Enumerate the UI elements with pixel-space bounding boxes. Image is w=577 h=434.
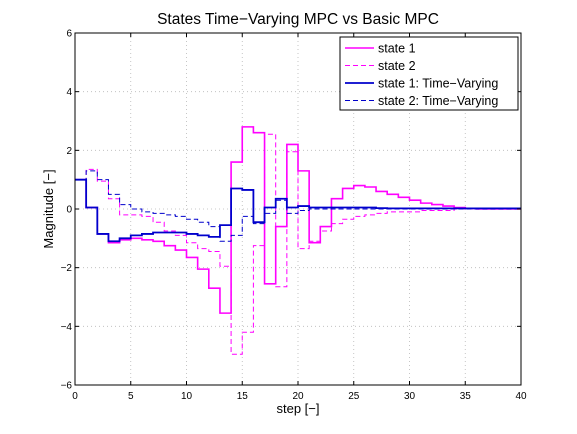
x-tick-label: 25 <box>348 391 360 402</box>
series-layer <box>75 126 521 355</box>
legend-label-4: state 2: Time−Varying <box>378 94 498 108</box>
y-tick-label: 2 <box>66 146 72 157</box>
x-axis-label: step [−] <box>277 401 320 416</box>
legend-label-3: state 1: Time−Varying <box>378 77 498 91</box>
x-tick-label: 15 <box>237 391 249 402</box>
y-tick-label: −6 <box>61 381 73 392</box>
series-line-2 <box>75 133 521 355</box>
axis-ticks <box>74 32 522 386</box>
x-tick-label: 20 <box>292 391 304 402</box>
y-tick-label: −2 <box>61 263 73 274</box>
legend-label-1: state 1 <box>378 42 416 56</box>
x-tick-label: 0 <box>72 391 78 402</box>
x-tick-label: 10 <box>181 391 193 402</box>
y-axis-label: Magnitude [−] <box>41 169 56 248</box>
y-tick-labels: −6 −4 −2 0 2 4 6 <box>61 29 73 392</box>
x-tick-label: 5 <box>128 391 134 402</box>
x-tick-label: 35 <box>460 391 472 402</box>
x-tick-labels: 0 5 10 15 20 25 30 35 40 <box>72 391 527 402</box>
y-tick-label: 6 <box>66 29 72 40</box>
series-line-3 <box>75 178 521 243</box>
x-tick-label: 40 <box>515 391 527 402</box>
y-tick-label: 0 <box>66 205 72 216</box>
series-line-1 <box>75 126 521 314</box>
legend-label-2: state 2 <box>378 59 416 73</box>
legend-box <box>339 36 519 111</box>
legend: state 1 state 2 state 1: Time−Varying state… <box>339 36 519 111</box>
series-line-4 <box>75 170 521 242</box>
y-tick-label: −4 <box>61 322 73 333</box>
chart-title: States Time−Varying MPC vs Basic MPC <box>157 11 439 28</box>
legend-items: state 1 state 2 state 1: Time−Varying state… <box>345 42 498 108</box>
x-tick-label: 30 <box>404 391 416 402</box>
y-tick-label: 4 <box>66 87 72 98</box>
